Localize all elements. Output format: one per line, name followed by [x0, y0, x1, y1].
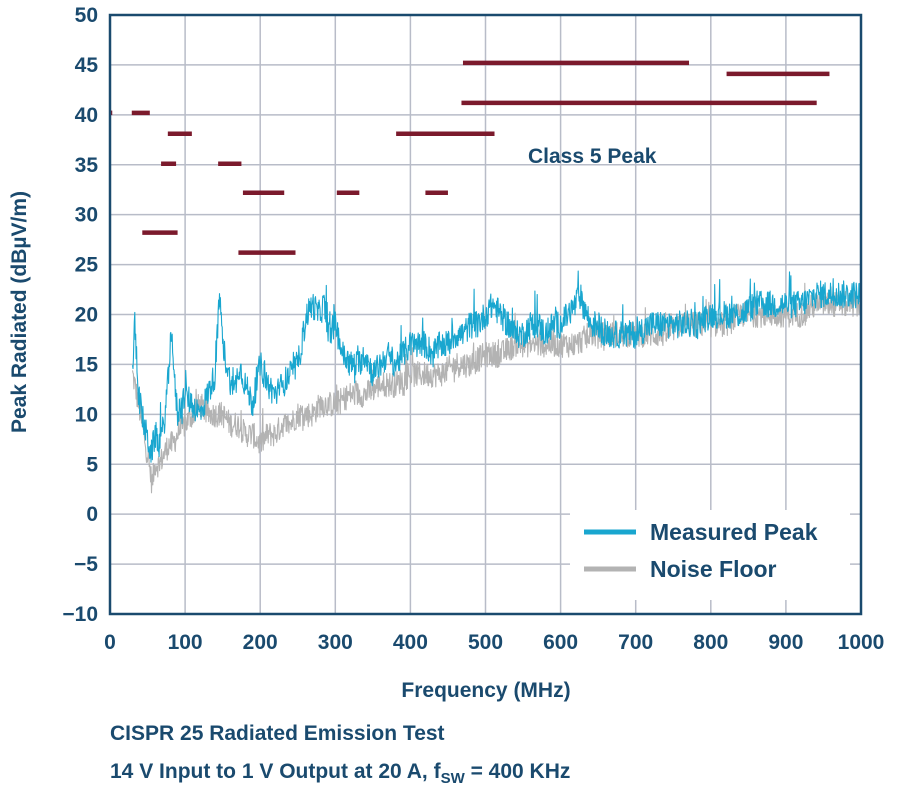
- y-tick-label: 45: [75, 54, 99, 77]
- caption-conditions-value: = 400 KHz: [464, 760, 571, 783]
- caption-conditions-text: 14 V Input to 1 V Output at 20 A, f: [110, 760, 441, 783]
- x-tick-label: 600: [543, 631, 578, 654]
- x-tick-label: 800: [693, 631, 728, 654]
- caption-subscript: SW: [440, 770, 465, 788]
- caption-title: CISPR 25 Radiated Emission Test: [110, 722, 445, 745]
- legend-background: [570, 510, 850, 600]
- x-tick-label: 100: [168, 631, 203, 654]
- y-tick-label: 5: [86, 453, 98, 476]
- y-tick-label: 0: [86, 503, 98, 526]
- noise-floor-series: [131, 282, 862, 494]
- y-tick-label: 20: [75, 304, 98, 327]
- y-tick-label: −10: [62, 603, 98, 626]
- x-tick-label: 700: [618, 631, 653, 654]
- limit-label: Class 5 Peak: [528, 145, 657, 168]
- x-tick-label: 0: [104, 631, 116, 654]
- y-tick-label: −5: [74, 553, 98, 576]
- class5-limit-lines: [110, 60, 830, 255]
- x-tick-label: 1000: [838, 631, 885, 654]
- plot-frame: [108, 13, 863, 616]
- legend-label-noise: Noise Floor: [650, 556, 777, 582]
- x-tick-label: 400: [393, 631, 428, 654]
- x-tick-label: 900: [768, 631, 803, 654]
- series-line: [131, 282, 862, 494]
- x-tick-label: 500: [468, 631, 503, 654]
- legend: Measured Peak Noise Floor: [570, 510, 850, 600]
- x-axis-label: Frequency (MHz): [401, 679, 570, 702]
- series-line: [131, 270, 862, 463]
- x-tick-label: 300: [318, 631, 353, 654]
- y-tick-label: 30: [75, 204, 98, 227]
- y-tick-label: 15: [75, 353, 99, 376]
- y-axis-label: Peak Radiated (dBµV/m): [8, 191, 31, 433]
- x-tick-label: 200: [243, 631, 278, 654]
- y-tick-label: 35: [75, 154, 99, 177]
- x-tick-labels: 0 100 200 300 400 500 600 700 800 900 1000: [104, 631, 884, 654]
- y-tick-label: 25: [75, 254, 99, 277]
- y-tick-label: 50: [75, 4, 98, 27]
- measured-peak-series: [131, 270, 862, 463]
- y-tick-label: 40: [75, 104, 98, 127]
- legend-label-measured: Measured Peak: [650, 519, 818, 545]
- caption-conditions: 14 V Input to 1 V Output at 20 A, fSW = …: [110, 760, 570, 787]
- y-tick-label: 10: [75, 403, 98, 426]
